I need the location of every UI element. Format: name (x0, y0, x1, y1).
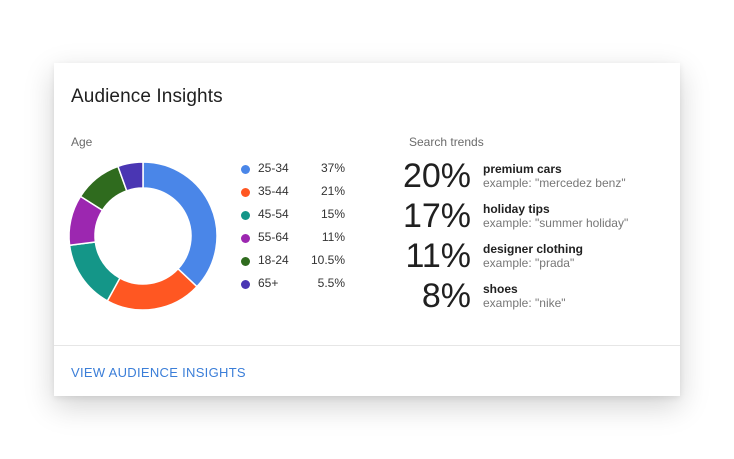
trend-percentage: 20% (402, 157, 471, 195)
legend-item: 45-54 15% (241, 207, 345, 230)
legend-color-dot (241, 188, 250, 197)
trend-item: 8% shoes example: "nike" (409, 277, 669, 321)
legend-color-dot (241, 165, 250, 174)
trend-percentage: 17% (402, 197, 471, 235)
donut-slice-35-44 (106, 267, 199, 311)
trend-term: premium cars (483, 162, 562, 176)
trend-percentage: 11% (405, 237, 471, 275)
search-trends-label: Search trends (409, 135, 484, 149)
trend-percentage: 8% (421, 277, 471, 315)
legend-percentage: 15% (320, 207, 345, 221)
legend-percentage: 5.5% (317, 276, 345, 290)
legend-age-range: 35-44 (258, 184, 289, 198)
trend-example: example: "summer holiday" (483, 216, 629, 230)
donut-slice-45-54 (68, 241, 121, 302)
legend-color-dot (241, 211, 250, 220)
trend-item: 20% premium cars example: "mercedez benz… (403, 159, 669, 201)
age-donut-chart (68, 161, 218, 311)
trend-example: example: "prada" (483, 256, 575, 270)
card-divider (54, 345, 680, 346)
legend-percentage: 37% (320, 161, 345, 175)
legend-age-range: 65+ (258, 276, 279, 290)
trend-term: holiday tips (483, 202, 550, 216)
donut-slice-65+ (116, 161, 144, 192)
trend-item: 17% holiday tips example: "summer holida… (403, 199, 669, 241)
legend-item: 55-64 11% (241, 230, 345, 253)
legend-item: 35-44 21% (241, 184, 345, 207)
legend-color-dot (241, 234, 250, 243)
legend-item: 65+ 5.5% (241, 276, 345, 299)
donut-slice-25-34 (142, 161, 218, 288)
age-legend: 25-34 37% 35-44 21% 45-54 15% 55-64 11% … (241, 161, 345, 299)
legend-age-range: 45-54 (258, 207, 289, 221)
legend-percentage: 10.5% (310, 253, 345, 267)
legend-item: 18-24 10.5% (241, 253, 345, 276)
legend-item: 25-34 37% (241, 161, 345, 184)
trend-term: designer clothing (483, 242, 584, 256)
legend-percentage: 21% (320, 184, 345, 198)
legend-color-dot (241, 280, 250, 289)
age-section-label: Age (71, 135, 93, 149)
trend-term: shoes (483, 282, 518, 296)
legend-age-range: 18-24 (258, 253, 289, 267)
legend-percentage: 11% (321, 230, 345, 244)
legend-age-range: 55-64 (258, 230, 289, 244)
trend-example: example: "nike" (483, 296, 566, 310)
card-title: Audience Insights (71, 86, 223, 107)
legend-color-dot (241, 257, 250, 266)
view-audience-insights-link[interactable]: VIEW AUDIENCE INSIGHTS (71, 365, 246, 380)
search-trends-list: 20% premium cars example: "mercedez benz… (403, 159, 669, 321)
legend-age-range: 25-34 (258, 161, 289, 175)
trend-example: example: "mercedez benz" (483, 176, 626, 190)
trend-item: 11% designer clothing example: "prada" (405, 239, 669, 281)
audience-insights-card: Audience Insights Age Search trends 25-3… (54, 63, 680, 396)
